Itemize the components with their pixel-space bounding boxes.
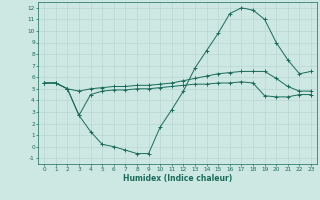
X-axis label: Humidex (Indice chaleur): Humidex (Indice chaleur) (123, 174, 232, 183)
